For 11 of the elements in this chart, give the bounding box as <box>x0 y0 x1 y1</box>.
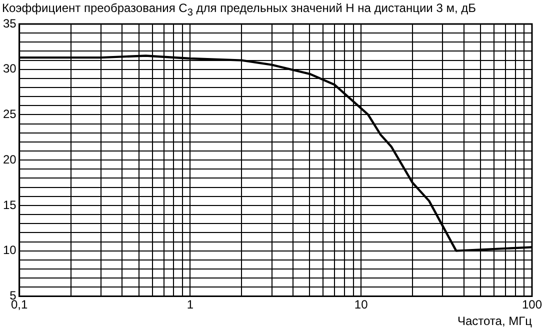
y-tick-label: 35 <box>2 16 17 30</box>
x-tick-label: 1 <box>186 298 194 312</box>
x-axis-title: Частота, МГц <box>457 314 532 328</box>
x-tick-label: 100 <box>522 298 542 312</box>
x-tick-label: 10 <box>354 298 368 312</box>
y-tick-label: 25 <box>2 107 17 122</box>
y-tick-label: 10 <box>2 243 17 258</box>
y-tick-label: 15 <box>2 198 17 212</box>
y-tick-label: 20 <box>2 152 17 166</box>
y-tick-label: 30 <box>2 62 17 76</box>
chart-title: Коэффициент преобразования C$_{3}$ для предельных значений H на дистанции 3 м, дБ <box>2 1 476 18</box>
